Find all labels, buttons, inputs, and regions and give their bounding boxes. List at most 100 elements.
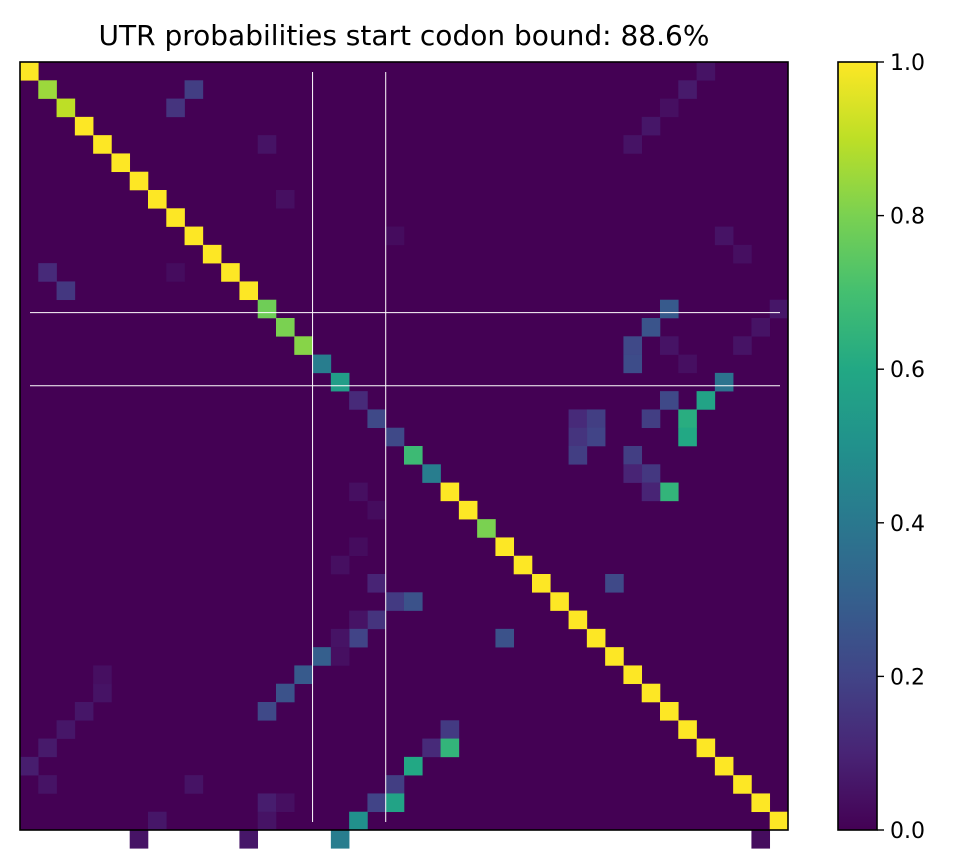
heatmap-cell [184,775,204,794]
chart-title: UTR probabilities start codon bound: 88.… [99,19,710,52]
heatmap-cell [257,702,277,721]
heatmap-cell [330,372,350,392]
heatmap-plot [19,61,789,849]
heatmap-cell [660,391,679,410]
heatmap-cell [148,190,167,209]
heatmap-cell [440,738,460,758]
heatmap-cell [349,610,368,630]
colorbar-tick-label: 1.0 [890,51,925,76]
colorbar-ticks: 0.0 0.2 0.4 0.6 0.8 1.0 [877,51,925,844]
heatmap-cell [129,830,149,849]
heatmap-cell [641,409,661,429]
colorbar-tick-label: 0.4 [890,512,925,537]
heatmap-cell [733,336,752,355]
heatmap-cell [751,318,771,337]
heatmap-cell [349,811,368,831]
heatmap-cell [276,683,295,703]
heatmap-cell [568,446,588,465]
start-codon-markers [30,72,780,822]
heatmap-cell [221,263,240,282]
heatmap-cell [385,592,405,611]
heatmap-cell [56,98,76,118]
heatmap-cell [56,720,76,739]
heatmap-cell [605,647,624,666]
heatmap-cell [184,226,204,246]
heatmap-cell [330,647,350,666]
heatmap-cell [330,628,350,648]
heatmap-cell [477,519,496,538]
heatmap-cell [404,446,423,465]
heatmap-cell [330,830,350,849]
heatmap-cell [312,354,332,374]
heatmap-cell [440,482,460,502]
heatmap-cell [660,482,679,502]
heatmap-cell [367,409,387,429]
heatmap-cell [660,299,679,319]
colorbar-tick-label: 0.6 [890,358,925,383]
heatmap-cell [239,281,259,301]
heatmap-cell [129,171,149,191]
heatmap-cell [74,116,94,136]
heatmap-cell [349,537,368,557]
colorbar-gradient [838,62,877,830]
heatmap-cell [349,482,368,502]
heatmap-cell [678,354,697,374]
heatmap-cell [678,427,697,447]
heatmap-cell [586,427,606,447]
heatmap-cell [276,318,295,337]
heatmap-cell [550,592,569,611]
heatmap-cell [166,98,185,118]
heatmap-cell [641,318,661,337]
heatmap-cell [714,756,734,776]
heatmap-cell [257,811,277,831]
heatmap-cell [623,665,643,685]
heatmap-cell [93,135,112,154]
heatmap-cell [202,244,222,264]
heatmap-cell [769,299,789,319]
heatmap-cell [38,263,57,282]
heatmap-cell [349,628,368,648]
heatmap-cell [422,464,441,483]
heatmap-cell [385,775,405,794]
heatmap-cell [751,793,771,813]
heatmap-cell [495,628,515,648]
heatmap-cell [586,409,606,429]
heatmap-cell [568,409,588,429]
heatmap-cell [166,263,185,282]
heatmap-cell [93,665,112,685]
heatmap-cell [751,830,771,849]
heatmap-cell [20,756,39,776]
heatmap-cell [38,775,57,794]
heatmap-cell [660,702,679,721]
heatmap-cell [568,610,588,630]
heatmap-cell [367,793,387,813]
heatmap-cell [38,80,57,99]
heatmap-cell [74,702,94,721]
heatmap-cell [312,647,332,666]
heatmap-cell [641,116,661,136]
heatmap-cell [404,592,423,611]
heatmap-cell [367,610,387,630]
heatmap-cell [641,464,661,483]
heatmap-cells [20,62,789,849]
heatmap-cell [111,153,131,173]
heatmap-cell [184,80,204,99]
heatmap-cell [148,811,167,831]
heatmap-cell [385,226,405,246]
heatmap-cell [38,738,57,758]
heatmap-cell [349,391,368,410]
heatmap-cell [678,720,697,739]
heatmap-cell [294,665,313,685]
heatmap-cell [568,427,588,447]
heatmap-cell [495,537,515,557]
colorbar-frame [837,61,878,831]
colorbar: 0.0 0.2 0.4 0.6 0.8 1.0 [837,51,925,844]
heatmap-cell [257,793,277,813]
heatmap-cell [714,226,734,246]
heatmap-cell [623,464,643,483]
heatmap-cell [678,409,697,429]
heatmap-cell [586,628,606,648]
heatmap-cell [678,80,697,99]
colorbar-tick-label: 0.8 [890,205,925,230]
